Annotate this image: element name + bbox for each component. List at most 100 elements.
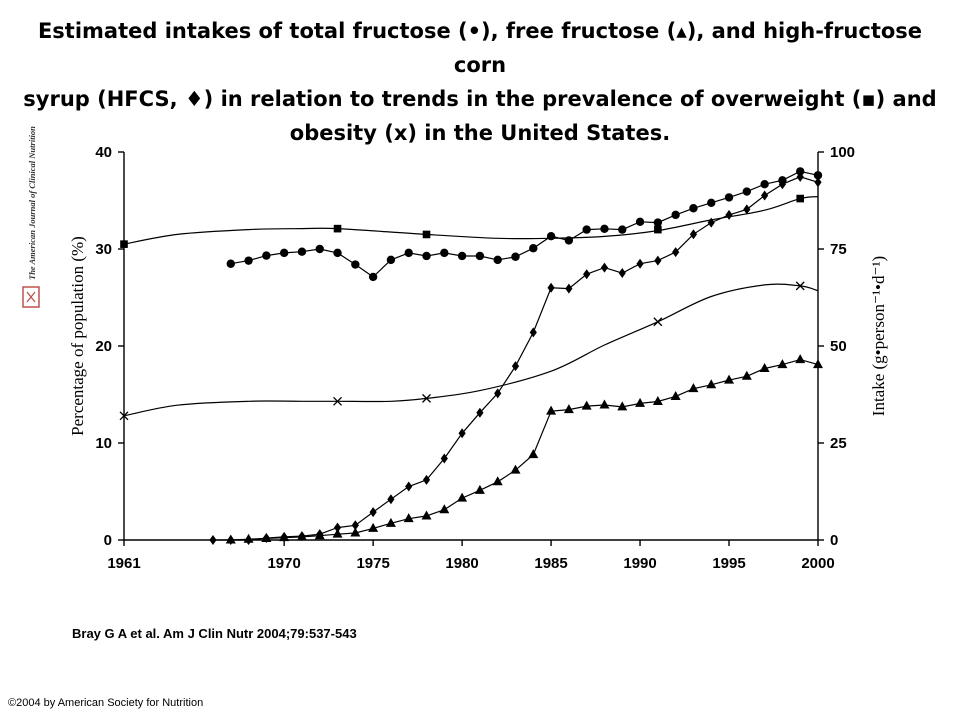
point-total-fructose bbox=[671, 210, 680, 220]
point-total-fructose bbox=[386, 255, 396, 265]
point-hfcs bbox=[227, 535, 235, 545]
point-hfcs bbox=[280, 531, 288, 542]
point-total-fructose bbox=[707, 198, 716, 208]
point-free-fructose bbox=[350, 527, 361, 537]
point-total-fructose bbox=[653, 218, 663, 227]
point-obesity bbox=[119, 411, 129, 421]
point-hfcs bbox=[814, 177, 822, 188]
point-hfcs bbox=[387, 494, 395, 505]
point-hfcs bbox=[262, 533, 270, 544]
point-total-fructose bbox=[422, 251, 431, 261]
point-free-fructose bbox=[724, 374, 735, 384]
y-left-tick-label: 20 bbox=[95, 338, 112, 355]
point-hfcs bbox=[707, 217, 715, 228]
point-obesity bbox=[422, 393, 431, 403]
x-tick-label: 1970 bbox=[267, 555, 300, 572]
journal-name: The American Journal of Clinical Nutriti… bbox=[27, 126, 37, 280]
point-overweight bbox=[796, 194, 805, 203]
x-tick-label: 1985 bbox=[534, 555, 567, 572]
point-total-fructose bbox=[404, 248, 413, 258]
point-total-fructose bbox=[333, 248, 342, 258]
y-axis-right-label: Intake (g•person⁻¹•d⁻¹) bbox=[869, 256, 888, 416]
point-hfcs bbox=[565, 283, 573, 294]
point-hfcs bbox=[547, 282, 555, 293]
point-free-fructose bbox=[563, 404, 574, 414]
point-hfcs bbox=[529, 327, 537, 338]
point-total-fructose bbox=[582, 225, 591, 234]
point-hfcs bbox=[796, 171, 804, 182]
point-total-fructose bbox=[244, 256, 253, 265]
point-total-fructose bbox=[262, 251, 271, 260]
y-left-tick-label: 30 bbox=[95, 241, 112, 258]
point-overweight bbox=[654, 225, 662, 234]
point-hfcs bbox=[618, 268, 626, 279]
point-total-fructose bbox=[635, 217, 645, 227]
point-free-fructose bbox=[688, 383, 699, 393]
chart-title-line-3: obesity (x) in the United States. bbox=[289, 121, 671, 145]
point-hfcs bbox=[316, 529, 324, 540]
series-line-free-fructose bbox=[230, 358, 819, 541]
point-free-fructose bbox=[492, 476, 503, 486]
point-hfcs bbox=[476, 407, 484, 418]
y-right-tick-label: 75 bbox=[830, 241, 847, 258]
point-hfcs bbox=[440, 453, 448, 464]
chart-title-line-2: syrup (HFCS, ♦) in relation to trends in… bbox=[23, 87, 937, 111]
point-free-fructose bbox=[599, 399, 610, 409]
point-total-fructose bbox=[475, 251, 485, 261]
point-hfcs bbox=[494, 388, 502, 399]
y-right-tick-label: 100 bbox=[830, 144, 855, 161]
point-free-fructose bbox=[813, 359, 823, 369]
point-free-fructose bbox=[706, 379, 717, 389]
x-tick-label: 2000 bbox=[801, 555, 834, 572]
point-free-fructose bbox=[741, 370, 752, 380]
point-hfcs bbox=[351, 520, 359, 531]
citation: Bray G A et al. Am J Clin Nutr 2004;79:5… bbox=[72, 626, 357, 641]
point-hfcs bbox=[405, 481, 413, 492]
point-total-fructose bbox=[511, 252, 520, 261]
point-total-fructose bbox=[315, 244, 324, 254]
point-hfcs bbox=[583, 269, 591, 280]
point-hfcs bbox=[672, 247, 680, 258]
point-free-fructose bbox=[777, 359, 788, 369]
point-free-fructose bbox=[368, 522, 379, 532]
point-free-fructose bbox=[439, 504, 450, 514]
point-obesity bbox=[795, 281, 805, 291]
series-line-overweight bbox=[123, 196, 819, 245]
point-hfcs bbox=[511, 361, 520, 372]
point-overweight bbox=[422, 230, 431, 239]
point-free-fructose bbox=[528, 449, 539, 459]
chart-title-line-1: Estimated intakes of total fructose (•),… bbox=[37, 19, 923, 77]
point-hfcs bbox=[743, 204, 751, 215]
y-right-tick-label: 50 bbox=[830, 338, 847, 355]
point-total-fructose bbox=[742, 187, 752, 196]
point-free-fructose bbox=[759, 363, 770, 373]
chart-markers bbox=[119, 167, 823, 545]
point-total-fructose bbox=[813, 171, 823, 180]
x-tick-label: 1961 bbox=[107, 555, 140, 572]
point-obesity bbox=[653, 317, 663, 327]
point-hfcs bbox=[689, 229, 698, 240]
point-free-fructose bbox=[635, 397, 646, 407]
point-free-fructose bbox=[403, 513, 414, 523]
point-overweight bbox=[333, 224, 342, 233]
chart-title: Estimated intakes of total fructose (•),… bbox=[20, 14, 940, 150]
point-hfcs bbox=[600, 262, 609, 273]
point-free-fructose bbox=[457, 492, 468, 502]
point-free-fructose bbox=[617, 401, 628, 411]
y-left-tick-label: 40 bbox=[95, 144, 112, 161]
point-hfcs bbox=[209, 535, 217, 545]
point-hfcs bbox=[654, 255, 662, 266]
point-free-fructose bbox=[795, 354, 806, 364]
series-line-hfcs bbox=[213, 176, 819, 541]
point-free-fructose bbox=[474, 484, 485, 494]
point-hfcs bbox=[422, 474, 431, 485]
point-free-fructose bbox=[546, 405, 557, 415]
y-right-tick-label: 25 bbox=[830, 435, 847, 452]
y-axis-left-label: Percentage of population (%) bbox=[68, 236, 87, 436]
point-total-fructose bbox=[440, 248, 449, 258]
point-total-fructose bbox=[724, 193, 734, 202]
point-free-fructose bbox=[385, 517, 396, 527]
chart-labels: 1961 1970 1975 1980 1985 1990 1995 2000 0 10 20 30 4… bbox=[68, 144, 888, 572]
point-total-fructose bbox=[760, 180, 769, 189]
